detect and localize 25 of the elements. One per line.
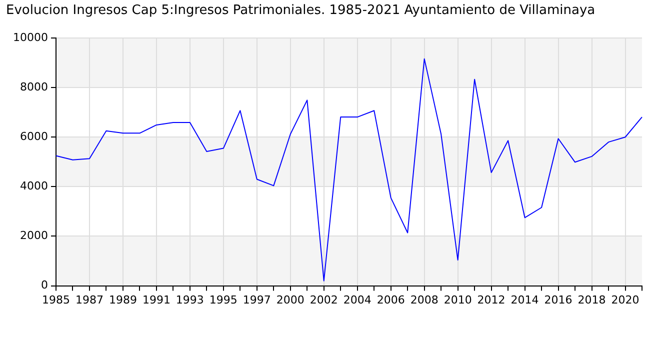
x-tick-label: 2000	[276, 293, 304, 306]
x-tick-label: 2016	[544, 293, 572, 306]
x-tick-label: 2018	[578, 293, 606, 306]
y-tick-label: 0	[40, 278, 48, 292]
x-tick-label: 2004	[343, 293, 372, 306]
chart-title: Evolucion Ingresos Cap 5:Ingresos Patrimoniales. 1985-2021 Ayuntamiento de Villaminaya	[6, 3, 596, 18]
x-tick-label: 1991	[142, 293, 170, 306]
y-tick-label: 8000	[20, 80, 48, 94]
y-tick-label: 2000	[20, 229, 48, 242]
x-tick-label: 1987	[75, 293, 104, 306]
x-tick-label: 2020	[611, 293, 640, 306]
x-tick-label: 2002	[310, 293, 338, 306]
x-tick-label: 2010	[444, 293, 472, 306]
x-tick-label: 2012	[477, 293, 506, 306]
x-tick-label: 2014	[510, 293, 539, 306]
x-tick-label: 1995	[209, 293, 238, 306]
y-tick-label: 6000	[20, 130, 48, 143]
x-tick-label: 2008	[410, 293, 438, 306]
y-tick-label: 10000	[12, 30, 48, 44]
x-tick-label: 1997	[242, 293, 271, 306]
y-tick-label: 4000	[20, 180, 48, 193]
x-tick-label: 1993	[176, 293, 204, 306]
x-tick-label: 1985	[42, 293, 70, 306]
x-tick-label: 2006	[376, 293, 405, 306]
x-tick-label: 1989	[108, 293, 137, 306]
